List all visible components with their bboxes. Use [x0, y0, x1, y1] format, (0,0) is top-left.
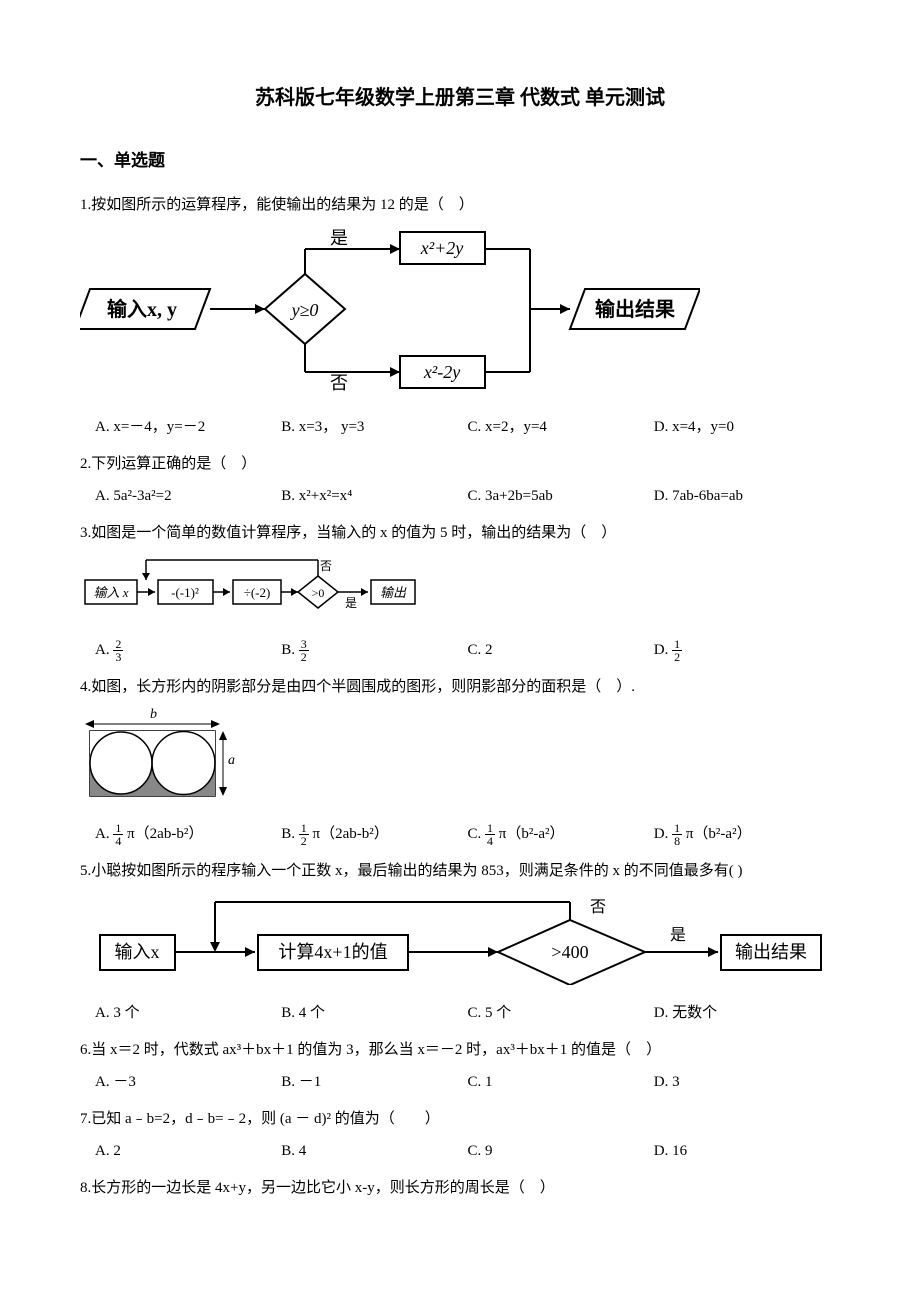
q5-opt-b: B. 4 个	[281, 1000, 467, 1027]
q1-opt-d: D. x=4，y=0	[654, 414, 840, 441]
q5-opt-d: D. 无数个	[654, 1000, 840, 1027]
svg-text:÷(-2): ÷(-2)	[244, 585, 271, 600]
q1-opt-c: C. x=2，y=4	[468, 414, 654, 441]
q3-text: 3.如图是一个简单的数值计算程序，当输入的 x 的值为 5 时，输出的结果为（ …	[80, 520, 840, 547]
q2-text: 2.下列运算正确的是（ ）	[80, 451, 840, 478]
q6-text: 6.当 x＝2 时，代数式 ax³＋bx＋1 的值为 3，那么当 x＝－2 时，…	[80, 1037, 840, 1064]
page-title: 苏科版七年级数学上册第三章 代数式 单元测试	[80, 80, 840, 116]
svg-text:否: 否	[330, 373, 348, 393]
q4-opt-d: D. 18 π（b²-a²）	[654, 821, 840, 848]
svg-text:否: 否	[320, 559, 332, 573]
svg-text:b: b	[150, 707, 157, 722]
question-5: 5.小聪按如图所示的程序输入一个正数 x，最后输出的结果为 853，则满足条件的…	[80, 858, 840, 1027]
q2-opt-b: B. x²+x²=x⁴	[281, 483, 467, 510]
q2-opt-d: D. 7ab-6ba=ab	[654, 483, 840, 510]
q5-text: 5.小聪按如图所示的程序输入一个正数 x，最后输出的结果为 853，则满足条件的…	[80, 858, 840, 885]
q3-diagram: 输入 x -(-1)² ÷(-2) >0 是 否 输出	[80, 552, 840, 632]
svg-text:>400: >400	[551, 942, 588, 962]
svg-text:是: 是	[330, 228, 348, 248]
svg-text:输入x, y: 输入x, y	[107, 297, 177, 321]
question-8: 8.长方形的一边长是 4x+y，另一边比它小 x-y，则长方形的周长是（ ）	[80, 1175, 840, 1202]
q1-diagram: 输入x, y y≥0 是 x²+2y 否 x²-2y	[80, 224, 840, 409]
q4-opt-b: B. 12 π（2ab-b²）	[281, 821, 467, 848]
q6-opt-d: D. 3	[654, 1069, 840, 1096]
svg-text:是: 是	[345, 596, 357, 610]
question-2: 2.下列运算正确的是（ ） A. 5a²-3a²=2 B. x²+x²=x⁴ C…	[80, 451, 840, 510]
question-3: 3.如图是一个简单的数值计算程序，当输入的 x 的值为 5 时，输出的结果为（ …	[80, 520, 840, 664]
q1-opt-b: B. x=3， y=3	[281, 414, 467, 441]
svg-text:输出结果: 输出结果	[735, 942, 807, 962]
svg-text:x²+2y: x²+2y	[420, 238, 464, 258]
q6-opt-b: B. －1	[281, 1069, 467, 1096]
svg-text:输入x: 输入x	[115, 942, 160, 962]
q5-opt-a: A. 3 个	[95, 1000, 281, 1027]
svg-text:输出: 输出	[380, 585, 407, 600]
q4-opt-a: A. 14 π（2ab-b²）	[95, 821, 281, 848]
question-1: 1.按如图所示的运算程序，能使输出的结果为 12 的是（ ） 输入x, y y≥…	[80, 192, 840, 441]
question-7: 7.已知 a﹣b=2，d﹣b=﹣2，则 (a － d)² 的值为（ ） A. 2…	[80, 1106, 840, 1165]
q7-opt-a: A. 2	[95, 1138, 281, 1165]
q3-opt-d: D. 12	[654, 637, 840, 664]
question-6: 6.当 x＝2 时，代数式 ax³＋bx＋1 的值为 3，那么当 x＝－2 时，…	[80, 1037, 840, 1096]
question-4: 4.如图，长方形内的阴影部分是由四个半圆围成的图形，则阴影部分的面积是（ ）. …	[80, 674, 840, 848]
q7-opt-d: D. 16	[654, 1138, 840, 1165]
q4-diagram: b a	[80, 706, 840, 816]
q4-text: 4.如图，长方形内的阴影部分是由四个半圆围成的图形，则阴影部分的面积是（ ）.	[80, 674, 840, 701]
svg-text:>0: >0	[312, 586, 325, 600]
q1-opt-a: A. x=－4，y=－2	[95, 414, 281, 441]
svg-text:计算4x+1的值: 计算4x+1的值	[278, 942, 387, 962]
q6-opt-c: C. 1	[468, 1069, 654, 1096]
svg-text:x²-2y: x²-2y	[423, 362, 460, 382]
q2-opt-a: A. 5a²-3a²=2	[95, 483, 281, 510]
q7-text: 7.已知 a﹣b=2，d﹣b=﹣2，则 (a － d)² 的值为（ ）	[80, 1106, 840, 1133]
q2-opt-c: C. 3a+2b=5ab	[468, 483, 654, 510]
q8-text: 8.长方形的一边长是 4x+y，另一边比它小 x-y，则长方形的周长是（ ）	[80, 1175, 840, 1202]
q6-opt-a: A. －3	[95, 1069, 281, 1096]
svg-text:否: 否	[590, 899, 606, 916]
q7-opt-c: C. 9	[468, 1138, 654, 1165]
q3-opt-a: A. 23	[95, 637, 281, 664]
svg-text:是: 是	[670, 927, 686, 944]
q3-opt-c: C. 2	[468, 637, 654, 664]
q5-diagram: 输入x 计算4x+1的值 >400 否 是 输出结果	[80, 890, 840, 995]
q1-text: 1.按如图所示的运算程序，能使输出的结果为 12 的是（ ）	[80, 192, 840, 219]
svg-text:输出结果: 输出结果	[595, 297, 675, 321]
svg-text:a: a	[228, 753, 235, 768]
svg-text:y≥0: y≥0	[290, 300, 319, 320]
q5-opt-c: C. 5 个	[468, 1000, 654, 1027]
svg-text:-(-1)²: -(-1)²	[171, 585, 199, 600]
q3-opt-b: B. 32	[281, 637, 467, 664]
svg-text:输入 x: 输入 x	[93, 585, 128, 600]
q7-opt-b: B. 4	[281, 1138, 467, 1165]
q4-opt-c: C. 14 π（b²-a²）	[468, 821, 654, 848]
section-heading: 一、单选题	[80, 146, 840, 177]
